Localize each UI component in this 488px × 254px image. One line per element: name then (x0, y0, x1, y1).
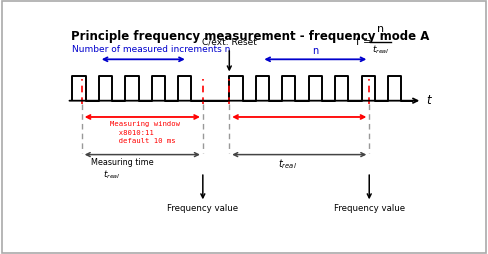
Text: t: t (426, 94, 430, 107)
Text: $t_{real}$: $t_{real}$ (102, 168, 120, 181)
Text: Measuring window
  x8010:11
  default 10 ms: Measuring window x8010:11 default 10 ms (110, 121, 180, 144)
Text: n: n (312, 45, 319, 56)
Text: $t_{real}$: $t_{real}$ (372, 44, 389, 56)
Text: Measuring time: Measuring time (91, 157, 154, 167)
Text: C/ext. Reset: C/ext. Reset (202, 38, 257, 47)
Text: Number of measured increments n: Number of measured increments n (72, 45, 231, 54)
Text: Frequency value: Frequency value (167, 204, 238, 213)
Text: Frequency value: Frequency value (334, 204, 405, 213)
Text: n: n (377, 24, 384, 34)
Text: Principle frequency measurement - frequency mode A: Principle frequency measurement - freque… (71, 30, 429, 43)
Text: f =: f = (356, 37, 372, 47)
Text: $t_{real}$: $t_{real}$ (279, 157, 297, 171)
